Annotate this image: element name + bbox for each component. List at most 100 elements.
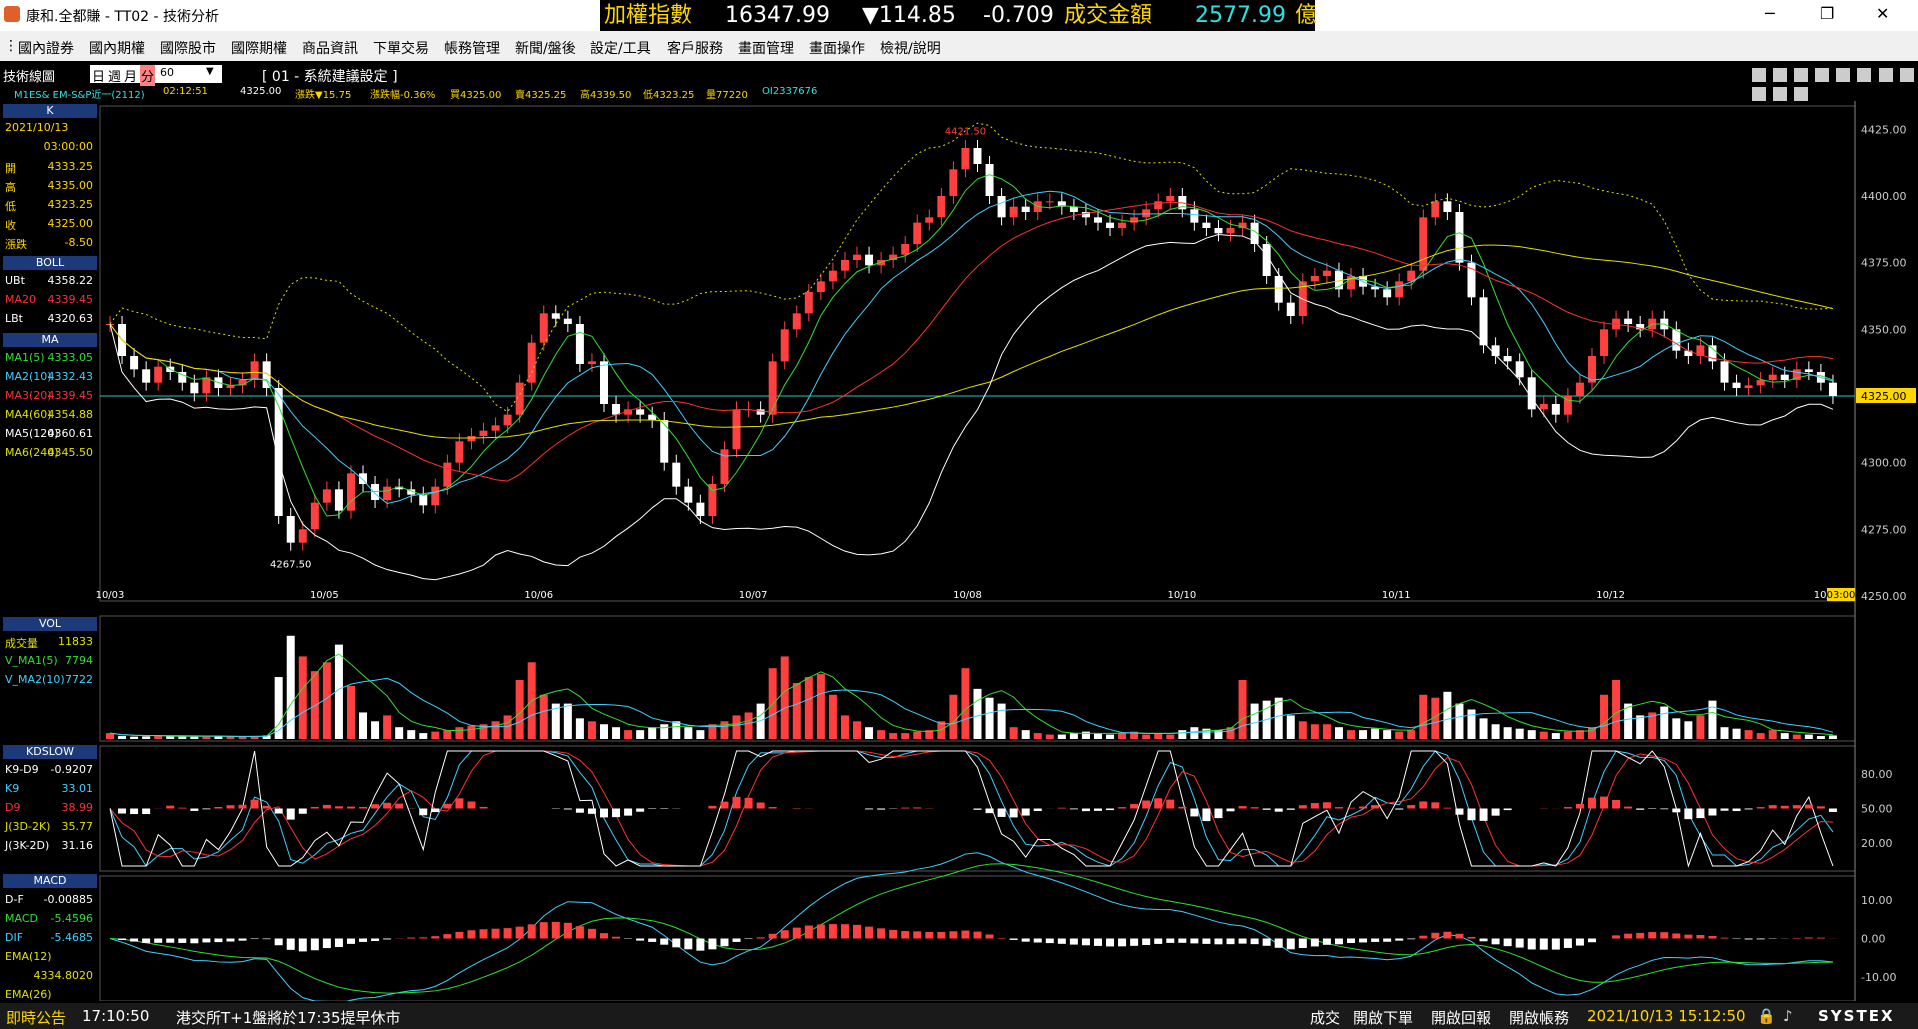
macd-hist-bar (202, 938, 211, 943)
kd-hist-bar (1419, 801, 1428, 809)
zoom-in-icon[interactable] (1836, 68, 1851, 82)
macd-hist-bar (1660, 932, 1669, 939)
menu-item-view-help[interactable]: 檢視/說明 (880, 41, 941, 57)
side_boll-row-label: LBt (5, 312, 23, 325)
volume-bar (1503, 727, 1512, 739)
volume-bar (1600, 694, 1609, 739)
candle-body (1551, 404, 1560, 415)
window-icon[interactable] (1773, 87, 1788, 101)
side_macd-row-label: EMA(12) (5, 950, 52, 963)
macd-hist-bar (1539, 938, 1548, 950)
kd-hist-bar (1166, 799, 1175, 809)
volume-bar (1250, 703, 1259, 739)
kd-hist-bar (178, 807, 187, 809)
kd-hist-bar (1298, 805, 1307, 809)
k-line (109, 750, 1834, 867)
kd-hist-bar (238, 804, 247, 809)
period-minute[interactable]: 分 (140, 65, 156, 86)
setting-label[interactable]: [ 01 - 系統建議設定 ] (262, 69, 398, 85)
macd-hist-bar (250, 938, 259, 940)
save-icon[interactable] (1752, 87, 1766, 101)
panel-head-vol: VOL (3, 617, 97, 631)
lock-icon[interactable]: 🔒 (1757, 1007, 1776, 1025)
volume-bar (1371, 728, 1380, 739)
kd-hist-bar (1780, 805, 1789, 809)
candle-body (1467, 262, 1476, 298)
volume-bar (720, 721, 729, 739)
tool-forward-icon[interactable] (1815, 68, 1830, 82)
menu-item-news[interactable]: 新聞/盤後 (515, 41, 576, 57)
candle-body (431, 486, 440, 506)
sound-icon[interactable]: ♪ (1783, 1007, 1793, 1025)
kd-hist-bar (1033, 808, 1042, 812)
open-order-button[interactable]: 開啟下單 (1353, 1009, 1414, 1027)
side_macd-row: MACD -5.4596 (5, 912, 95, 928)
kd-hist-bar (1431, 802, 1440, 809)
tool-back-icon[interactable] (1752, 68, 1766, 82)
macd-hist-bar (1045, 938, 1054, 944)
announce-label[interactable]: 即時公告 (6, 1009, 67, 1027)
search-icon[interactable] (1878, 68, 1893, 82)
quote-change: 漲跌▼15.75 (295, 90, 352, 101)
menu-item-intl-stocks[interactable]: 國際股市 (160, 41, 216, 57)
menu-item-trading[interactable]: 下單交易 (373, 41, 429, 57)
macd-hist-bar (154, 938, 163, 943)
side_k-row-value: -8.50 (64, 236, 93, 249)
kd-hist-bar (334, 806, 343, 809)
tool-minus-icon[interactable] (1773, 68, 1788, 82)
macd-hist-bar (1118, 938, 1127, 947)
interval-select[interactable]: 60 (160, 66, 174, 79)
kd-hist-bar (395, 803, 404, 809)
side_k-row-label: 低 (5, 200, 16, 213)
candle-body (407, 489, 416, 495)
close-button[interactable]: ✕ (1876, 4, 1890, 23)
volume-bar (961, 668, 970, 739)
close-icon[interactable] (1794, 87, 1809, 101)
panel-head-k: K (3, 104, 97, 118)
side_k-row-value: 4325.00 (47, 217, 94, 230)
side_macd-row: D-F -0.00885 (5, 893, 95, 909)
menu-item-domestic-futures[interactable]: 國內期權 (89, 41, 145, 57)
menu-item-product-info[interactable]: 商品資訊 (302, 41, 358, 57)
open-account-button[interactable]: 開啟帳務 (1509, 1009, 1570, 1027)
menu-item-account[interactable]: 帳務管理 (444, 41, 500, 57)
side_kd-row-value: 35.77 (61, 820, 94, 833)
kd-hist-bar (1563, 807, 1572, 809)
candle-body (1142, 209, 1151, 218)
menu-item-intl-futures[interactable]: 國際期權 (231, 41, 287, 57)
candle-body (443, 462, 452, 487)
tool-plus-icon[interactable] (1794, 68, 1809, 82)
period-month[interactable]: 月 (124, 70, 138, 85)
volume-bar (756, 703, 765, 739)
side_kd-row-label: J(3K-2D) (5, 839, 50, 852)
open-report-button[interactable]: 開啟回報 (1431, 1009, 1492, 1027)
kd-hist-bar (636, 808, 645, 812)
menu-item-customer-service[interactable]: 客戶服務 (667, 41, 723, 57)
k-date: 2021/10/13 (5, 121, 69, 134)
menu-item-screen-ops[interactable]: 畫面操作 (809, 41, 865, 57)
macd-hist-bar (1069, 938, 1078, 945)
ticker-amount-label: 成交金額 (1064, 3, 1153, 28)
zoom-out-icon[interactable] (1857, 68, 1872, 82)
technical-chart[interactable]: 4425.00 4400.00 4375.00 4350.00 4325.00 4300.… (0, 101, 1918, 1001)
trades-button[interactable]: 成交 (1310, 1009, 1341, 1027)
period-week[interactable]: 週 (108, 70, 122, 85)
candle-body (130, 356, 139, 370)
quote-high: 高4339.50 (580, 90, 632, 101)
volume-bar (1720, 727, 1729, 739)
ticker-unit: 億 (1295, 3, 1318, 28)
chart-tools (1752, 67, 1918, 105)
minimize-button[interactable]: ─ (1765, 4, 1775, 23)
kd-hist-bar (1178, 806, 1187, 809)
chevron-down-icon[interactable]: ▼ (206, 66, 214, 77)
maximize-button[interactable]: ❐ (1820, 4, 1835, 23)
macd-hist-bar (322, 938, 331, 949)
print-icon[interactable] (1899, 68, 1914, 82)
macd-hist-bar (1816, 937, 1825, 939)
menu-item-domestic-securities[interactable]: 國內證券 (18, 41, 74, 57)
macd-hist-bar (371, 938, 380, 942)
kd-hist-bar (624, 808, 633, 816)
period-day[interactable]: 日 (92, 70, 106, 85)
menu-item-screen-manage[interactable]: 畫面管理 (738, 41, 794, 57)
menu-item-settings[interactable]: 設定/工具 (590, 41, 651, 57)
